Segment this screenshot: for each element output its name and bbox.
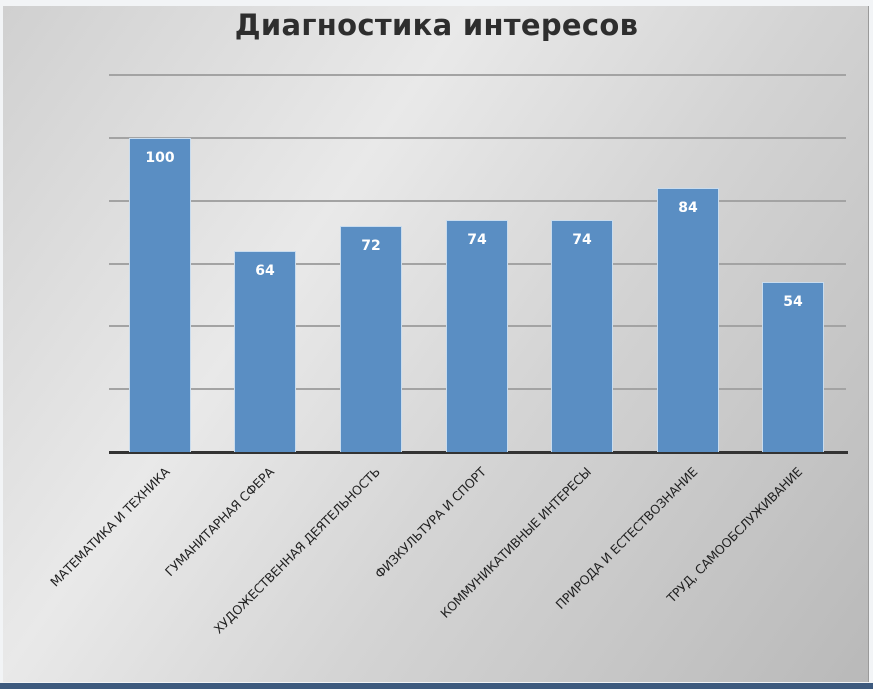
bottom-border	[0, 683, 873, 689]
bar-value-label: 64	[255, 263, 275, 280]
bar-value-label: 72	[361, 237, 381, 254]
chart-title: Диагностика интересов	[234, 8, 639, 42]
bar	[657, 188, 719, 452]
bar	[340, 225, 402, 452]
bar	[446, 219, 508, 452]
bar	[234, 251, 296, 452]
bar	[762, 282, 824, 452]
bar-value-label: 84	[678, 200, 698, 217]
gridline	[109, 199, 846, 202]
bar-value-label: 54	[783, 294, 803, 311]
bar-value-label: 74	[572, 231, 592, 248]
gridline	[109, 137, 846, 139]
gridline	[109, 74, 846, 77]
x-axis	[109, 451, 848, 454]
bar	[129, 138, 191, 452]
bar	[551, 219, 613, 452]
bar-value-label: 74	[467, 231, 487, 248]
bar-value-label: 100	[145, 150, 175, 166]
